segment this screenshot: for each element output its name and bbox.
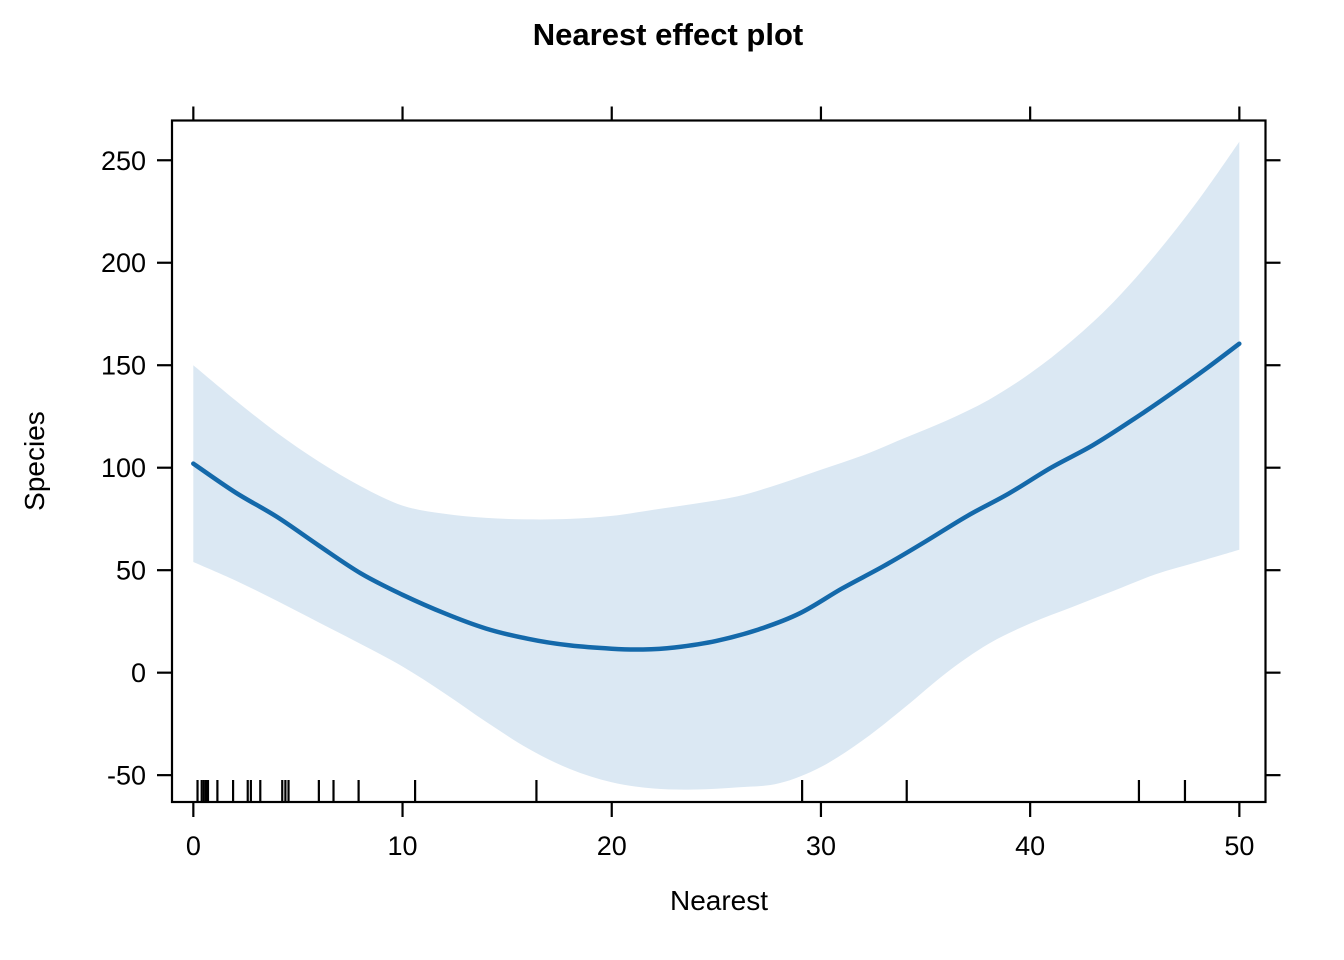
x-tick-label: 10: [388, 831, 418, 861]
y-tick-label: 0: [131, 658, 146, 688]
fit-line: [191, 341, 1242, 652]
axes: 0 10 20 30 40 50 -50 0 50 100 150 200 250: [101, 106, 1281, 861]
x-tick-label: 0: [186, 831, 201, 861]
confidence-band-area: [193, 141, 1240, 790]
plot-border: [170, 119, 1267, 804]
x-tick-label: 50: [1224, 831, 1254, 861]
x-tick-label: 30: [806, 831, 836, 861]
y-tick-label: 50: [116, 556, 146, 586]
y-tick-label: -50: [107, 761, 146, 791]
y-tick-label: 200: [101, 248, 146, 278]
y-tick-label: 100: [101, 453, 146, 483]
x-tick-label: 20: [597, 831, 627, 861]
confidence-band: [193, 141, 1240, 790]
y-axis-label: Species: [19, 411, 50, 511]
fitted-line: [191, 341, 1242, 652]
y-tick-label: 150: [101, 351, 146, 381]
rug-marks: [196, 780, 1187, 801]
x-tick-label: 40: [1015, 831, 1045, 861]
plot-title: Nearest effect plot: [533, 17, 803, 52]
y-tick-label: 250: [101, 146, 146, 176]
x-axis-label: Nearest: [670, 885, 768, 916]
